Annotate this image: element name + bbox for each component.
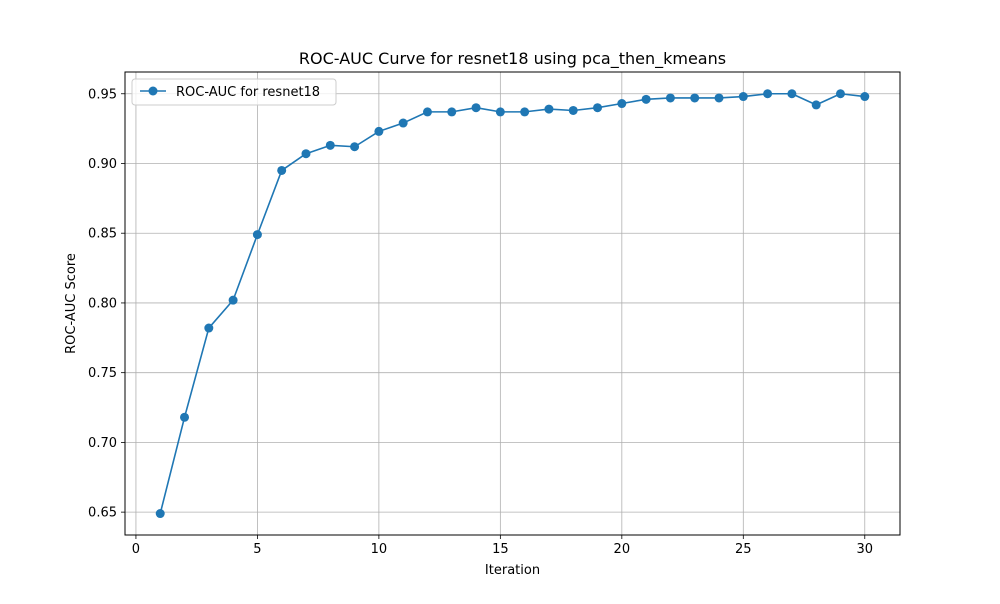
data-series [155, 89, 870, 519]
data-point [252, 230, 262, 240]
y-tick-label: 0.70 [88, 436, 117, 451]
x-tick-label: 10 [371, 542, 388, 557]
legend-box [131, 78, 337, 106]
chart-title: ROC-AUC Curve for resnet18 using pca_the… [299, 49, 726, 69]
y-tick-label: 0.95 [88, 87, 117, 102]
data-point [763, 89, 773, 99]
data-point [860, 92, 870, 102]
y-tick-label: 0.85 [88, 227, 117, 242]
data-point [714, 93, 724, 103]
y-axis-label: ROC-AUC Score [64, 253, 79, 354]
data-point [787, 89, 797, 99]
legend: ROC-AUC for resnet18 [131, 78, 337, 106]
data-point [495, 107, 505, 117]
data-point [471, 103, 481, 113]
data-point [155, 509, 165, 519]
data-point [520, 107, 530, 117]
data-point [204, 323, 214, 333]
data-point [180, 412, 190, 422]
data-point [593, 103, 603, 113]
x-tick-label: 20 [614, 542, 631, 557]
data-point [228, 295, 238, 305]
x-tick-label: 5 [253, 542, 261, 557]
data-point [641, 94, 651, 104]
y-tick-label: 0.80 [88, 296, 117, 311]
grid [125, 72, 900, 535]
x-tick-label: 15 [492, 542, 509, 557]
y-tick-label: 0.65 [88, 506, 117, 521]
data-point [325, 140, 335, 150]
data-point [835, 89, 845, 99]
legend-label: ROC-AUC for resnet18 [176, 85, 320, 100]
data-point [301, 149, 311, 159]
data-point [544, 104, 554, 114]
x-axis-label: Iteration [485, 563, 540, 578]
data-point [690, 93, 700, 103]
data-point [811, 100, 821, 110]
x-tick-label: 25 [735, 542, 752, 557]
data-point [398, 118, 408, 128]
plot-area-frame [124, 71, 901, 536]
data-point [568, 105, 578, 115]
y-tick-label: 0.90 [88, 157, 117, 172]
data-point [350, 142, 360, 152]
legend-point-marker [148, 86, 158, 96]
data-point [665, 93, 675, 103]
data-point [447, 107, 457, 117]
data-point [422, 107, 432, 117]
axis-ticks: 0 5 10 15 20 25 30 0.65 0.70 0.75 0.80 0.85 0.90 0.95 [88, 87, 873, 557]
data-point [374, 126, 384, 136]
x-tick-label: 0 [132, 542, 140, 557]
y-tick-label: 0.75 [88, 366, 117, 381]
data-point [277, 165, 287, 175]
data-point [738, 92, 748, 102]
x-tick-label: 30 [856, 542, 873, 557]
data-point [617, 99, 627, 109]
